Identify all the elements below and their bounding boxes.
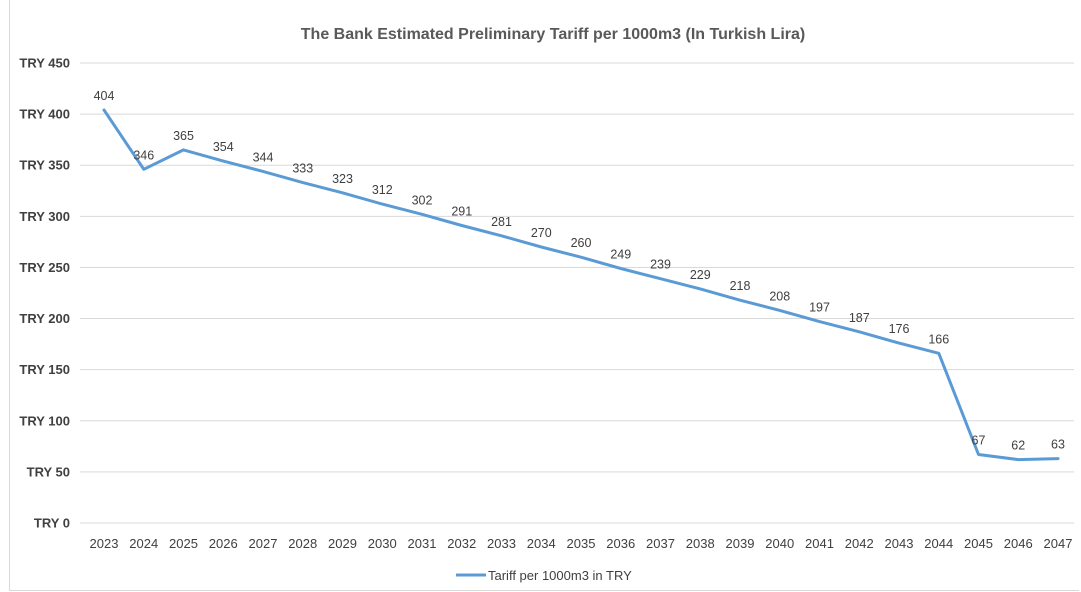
data-label: 281 — [491, 215, 512, 229]
legend: Tariff per 1000m3 in TRY — [456, 568, 632, 583]
y-tick-label: TRY 0 — [34, 516, 70, 531]
x-tick-label: 2024 — [129, 536, 158, 551]
x-tick-label: 2025 — [169, 536, 198, 551]
data-label: 404 — [94, 89, 115, 103]
data-label: 176 — [889, 322, 910, 336]
data-label: 344 — [253, 150, 274, 164]
legend-label: Tariff per 1000m3 in TRY — [488, 568, 632, 583]
data-label: 229 — [690, 268, 711, 282]
y-tick-label: TRY 100 — [19, 413, 70, 428]
data-label: 166 — [928, 332, 949, 346]
data-label: 302 — [412, 193, 433, 207]
y-tick-label: TRY 150 — [19, 362, 70, 377]
x-tick-label: 2034 — [527, 536, 556, 551]
x-tick-label: 2037 — [646, 536, 675, 551]
x-tick-label: 2035 — [567, 536, 596, 551]
data-label: 187 — [849, 311, 870, 325]
x-tick-label: 2046 — [1004, 536, 1033, 551]
y-tick-label: TRY 450 — [19, 56, 70, 71]
data-label: 365 — [173, 129, 194, 143]
x-tick-label: 2036 — [606, 536, 635, 551]
x-axis-tick-labels: 2023 2024 2025 2026 2027 2028 2029 2030 2031 2032… — [90, 536, 1073, 551]
data-label: 218 — [730, 279, 751, 293]
data-label: 63 — [1051, 438, 1065, 452]
y-tick-label: TRY 350 — [19, 158, 70, 173]
chart-title: The Bank Estimated Preliminary Tariff pe… — [301, 26, 805, 43]
y-tick-label: TRY 50 — [27, 464, 70, 479]
x-tick-label: 2033 — [487, 536, 516, 551]
x-tick-label: 2032 — [447, 536, 476, 551]
data-label: 62 — [1011, 439, 1025, 453]
y-tick-label: TRY 300 — [19, 209, 70, 224]
y-tick-label: TRY 200 — [19, 311, 70, 326]
data-label: 249 — [610, 247, 631, 261]
data-label: 239 — [650, 258, 671, 272]
data-labels: 404 346 365 354 344 333 323 312 302 291 281 270 260 2… — [94, 89, 1065, 453]
x-tick-label: 2027 — [249, 536, 278, 551]
data-label: 354 — [213, 140, 234, 154]
x-tick-label: 2038 — [686, 536, 715, 551]
x-tick-label: 2042 — [845, 536, 874, 551]
data-label: 67 — [972, 434, 986, 448]
data-label: 312 — [372, 183, 393, 197]
x-tick-label: 2029 — [328, 536, 357, 551]
x-tick-label: 2030 — [368, 536, 397, 551]
y-tick-label: TRY 400 — [19, 107, 70, 122]
x-tick-label: 2041 — [805, 536, 834, 551]
data-label: 270 — [531, 226, 552, 240]
data-label: 333 — [292, 162, 313, 176]
data-label: 346 — [133, 148, 154, 162]
x-tick-label: 2039 — [726, 536, 755, 551]
x-tick-label: 2043 — [885, 536, 914, 551]
x-tick-label: 2031 — [408, 536, 437, 551]
x-tick-label: 2047 — [1044, 536, 1073, 551]
x-tick-label: 2040 — [765, 536, 794, 551]
gridlines — [80, 62, 1074, 524]
series-layer — [102, 108, 1060, 462]
chart-frame — [9, 0, 1079, 591]
x-tick-label: 2028 — [288, 536, 317, 551]
x-tick-label: 2044 — [924, 536, 953, 551]
data-label: 197 — [809, 301, 830, 315]
y-axis-tick-labels: TRY 0 TRY 50 TRY 100 TRY 150 TRY 200 TRY 250 T… — [19, 56, 70, 531]
series-line-tariff — [102, 108, 1060, 462]
x-tick-label: 2026 — [209, 536, 238, 551]
x-tick-label: 2045 — [964, 536, 993, 551]
data-label: 208 — [769, 289, 790, 303]
data-label: 323 — [332, 172, 353, 186]
x-tick-label: 2023 — [90, 536, 119, 551]
data-label: 291 — [451, 205, 472, 219]
y-tick-label: TRY 250 — [19, 260, 70, 275]
data-label: 260 — [571, 236, 592, 250]
